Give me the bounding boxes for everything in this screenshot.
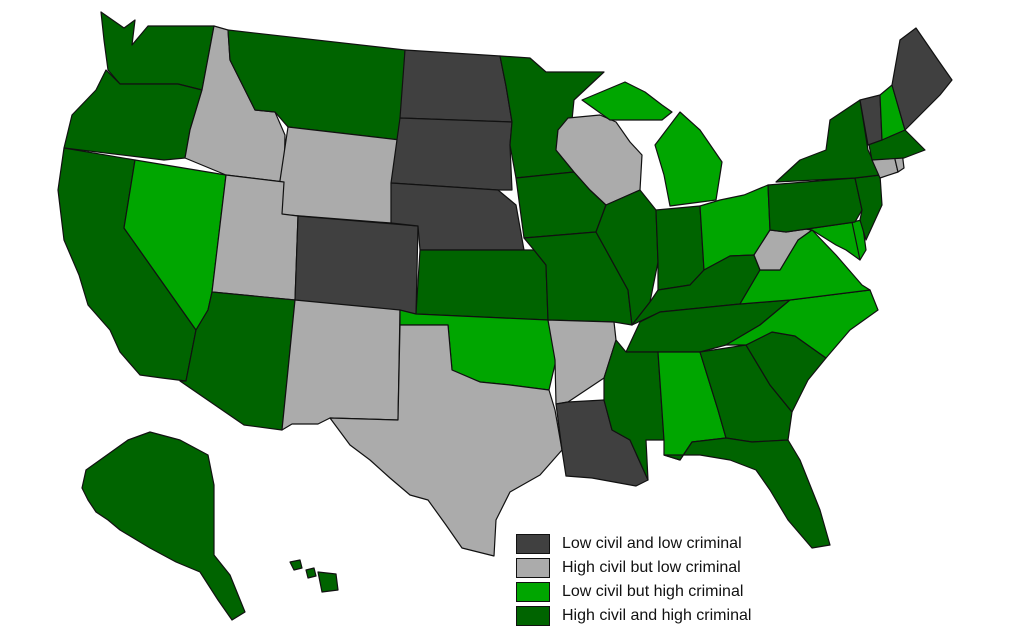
state-new-mexico xyxy=(281,299,401,431)
state-mississippi xyxy=(603,339,665,481)
legend-label: Low civil and low criminal xyxy=(562,535,742,552)
state-shapes xyxy=(57,11,953,621)
state-florida xyxy=(663,437,831,549)
legend-swatch-light xyxy=(516,582,550,602)
legend-label: High civil but low criminal xyxy=(562,559,741,576)
state-south-dakota xyxy=(390,117,513,191)
legend-label: High civil and high criminal xyxy=(562,607,752,624)
legend-item-low-civil-high-criminal: Low civil but high criminal xyxy=(516,580,751,604)
state-kansas xyxy=(415,249,549,321)
state-hawaii xyxy=(289,559,339,593)
state-alaska xyxy=(81,431,246,621)
legend-item-high-civil-high-criminal: High civil and high criminal xyxy=(516,604,751,628)
legend-swatch-dark xyxy=(516,534,550,554)
state-wyoming xyxy=(274,126,401,224)
map-legend: Low civil and low criminal High civil bu… xyxy=(516,532,751,628)
state-colorado xyxy=(294,215,419,315)
legend-item-high-civil-low-criminal: High civil but low criminal xyxy=(516,556,751,580)
state-north-dakota xyxy=(399,49,513,123)
legend-item-low-civil-low-criminal: Low civil and low criminal xyxy=(516,532,751,556)
state-texas xyxy=(329,324,563,557)
state-north-carolina xyxy=(725,289,879,359)
legend-swatch-gray xyxy=(516,558,550,578)
legend-label: Low civil but high criminal xyxy=(562,583,744,600)
state-arkansas xyxy=(547,319,617,405)
legend-swatch-green xyxy=(516,606,550,626)
state-michigan xyxy=(581,81,723,207)
state-washington xyxy=(100,11,215,91)
state-maine xyxy=(891,27,953,131)
